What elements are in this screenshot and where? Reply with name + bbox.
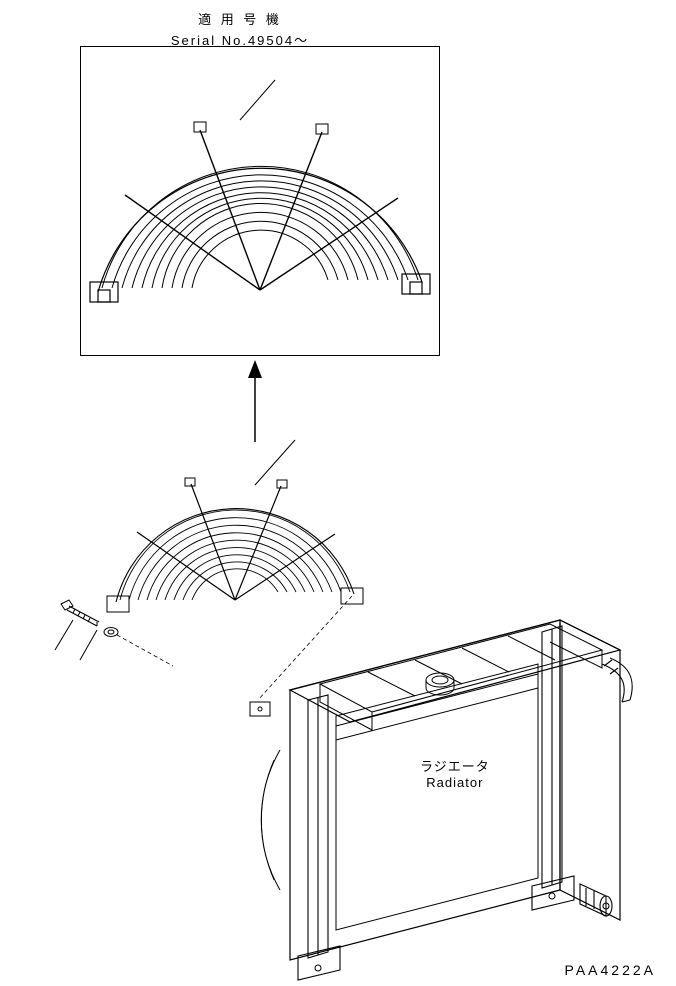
radiator [250, 620, 632, 980]
main-fan-guard [107, 440, 363, 612]
detail-fan-guard [90, 80, 430, 302]
detail-arrow [248, 360, 262, 442]
bolt-washer [55, 600, 173, 666]
technical-diagram [0, 0, 676, 986]
